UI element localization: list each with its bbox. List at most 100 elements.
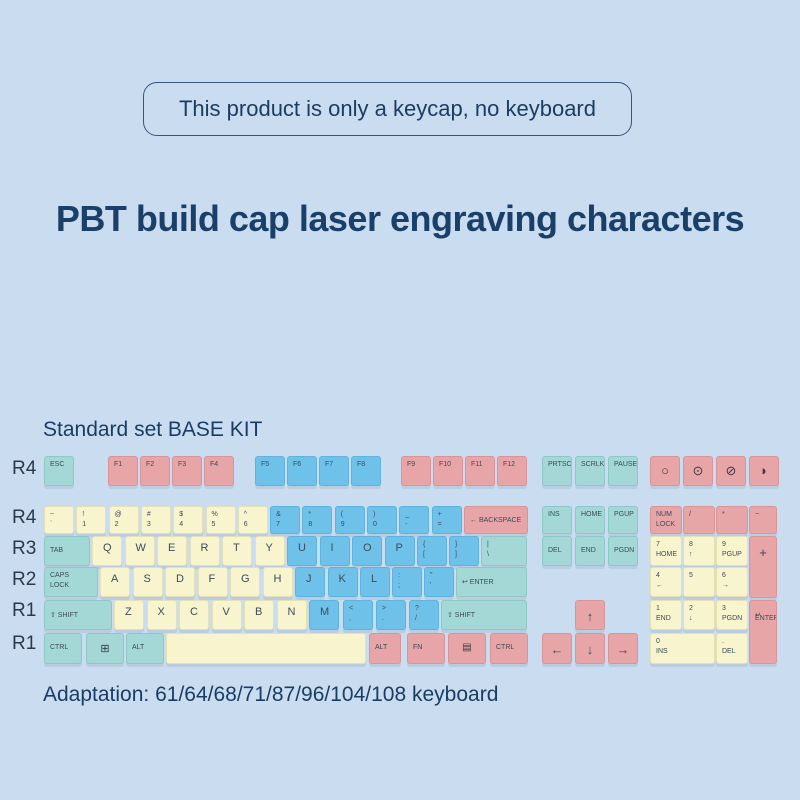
- key-num-sublegend: 6: [243, 521, 248, 528]
- set-label: Standard set BASE KIT: [43, 418, 263, 441]
- key-rctrl: CTRL: [490, 633, 528, 664]
- record-icon: ⊙: [692, 463, 704, 478]
- key-prtsc: PRTSC: [542, 456, 572, 486]
- key-letter-legend: Q: [103, 542, 112, 554]
- key-letter-legend: Y: [265, 542, 273, 554]
- key-np6-legend: 6: [722, 572, 726, 579]
- key-np3: 3 PGDN: [716, 600, 748, 630]
- key-np7-sublegend: HOME: [656, 551, 677, 558]
- key-num-sublegend: 0: [373, 521, 377, 528]
- key-letter-legend: G: [241, 573, 250, 585]
- key-np8-legend: 8: [689, 541, 693, 548]
- key-numlock: NUM LOCK: [650, 506, 682, 534]
- key-f11-legend: F11: [471, 461, 483, 468]
- key-letter: N: [276, 600, 307, 630]
- key-f12: F12: [497, 456, 527, 486]
- row-label: R3: [12, 538, 37, 559]
- key-letter: H: [262, 567, 293, 597]
- key-np8: 8 ↑: [683, 536, 715, 566]
- key-enter-legend: ↩ ENTER: [462, 579, 494, 586]
- key-semicolon-legend: :: [398, 572, 400, 579]
- key-np5: 5: [683, 567, 715, 597]
- key-np-enter-legend: ↵: [755, 612, 761, 619]
- key-np0-sublegend: INS: [656, 648, 668, 655]
- key-num-legend: ~: [50, 511, 55, 518]
- key-num: ! 1: [76, 506, 107, 534]
- key-np4-sublegend: ←: [656, 582, 663, 589]
- key-lshift: ⇧ SHIFT: [44, 600, 112, 630]
- key-letter: U: [287, 536, 317, 566]
- key-f8: F8: [351, 456, 381, 486]
- key-pause: PAUSE: [608, 456, 638, 486]
- menu-icon: ▤: [462, 642, 472, 653]
- key-scrlk-legend: SCRLK: [581, 461, 605, 468]
- key-letter-legend: W: [135, 542, 146, 554]
- key-ins: INS: [542, 506, 572, 534]
- key-f2: F2: [140, 456, 170, 486]
- key-np3-legend: 3: [722, 605, 726, 612]
- key-f6: F6: [287, 456, 317, 486]
- key-num: & 7: [270, 506, 301, 534]
- key-tab: TAB: [44, 536, 90, 566]
- key-num-legend: @: [114, 511, 122, 518]
- key-lctrl-legend: CTRL: [50, 644, 69, 651]
- key-num: % 5: [205, 506, 236, 534]
- key-num-legend: +: [437, 511, 442, 518]
- key-f7-legend: F7: [325, 461, 334, 468]
- key-caps-legend: CAPS: [50, 572, 70, 579]
- key-pgdn: PGDN: [608, 536, 638, 566]
- key-np6-sublegend: →: [722, 582, 729, 589]
- key-caps: CAPS LOCK: [44, 567, 98, 597]
- key-up-legend: ↑: [586, 609, 594, 624]
- key-period-legend: >: [382, 605, 387, 612]
- key-np-enter-sublegend: ENTER: [755, 615, 777, 622]
- key-np0: 0 INS: [650, 633, 715, 664]
- key-space: [166, 633, 366, 664]
- key-right-legend: →: [616, 642, 630, 657]
- key-f4-legend: F4: [210, 461, 219, 468]
- key-left-legend: ←: [550, 642, 564, 657]
- key-np9: 9 PGUP: [716, 536, 748, 566]
- key-rshift: ⇧ SHIFT: [441, 600, 527, 630]
- key-np6: 6 →: [716, 567, 748, 597]
- key-np-dot-legend: .: [722, 638, 724, 645]
- circle-icon: ○: [661, 463, 669, 478]
- key-lalt-legend: ALT: [132, 644, 145, 651]
- key-rshift-legend: ⇧ SHIFT: [447, 612, 476, 619]
- key-backspace: ← BACKSPACE: [464, 506, 528, 534]
- key-num-sublegend: 4: [179, 521, 184, 528]
- key-num: $4: [173, 506, 204, 534]
- key-comma-sublegend: ,: [349, 615, 351, 622]
- key-media: ⊘: [716, 456, 746, 486]
- headline: PBT build cap laser engraving characters: [55, 198, 745, 239]
- key-up: ↑: [575, 600, 605, 630]
- key-lshift-legend: ⇧ SHIFT: [50, 612, 79, 619]
- key-letter: R: [189, 536, 220, 566]
- key-f7: F7: [319, 456, 349, 486]
- key-letter-legend: Z: [125, 606, 132, 618]
- key-letter-legend: X: [157, 606, 165, 618]
- key-num-sublegend: -: [405, 521, 408, 528]
- key-media: ⊙: [683, 456, 713, 486]
- key-comma: <,: [343, 600, 373, 630]
- key-backslash-sublegend: \: [487, 551, 489, 558]
- key-letter: J: [295, 567, 325, 597]
- key-bracket-left: {[: [417, 536, 447, 566]
- key-f12-legend: F12: [503, 461, 516, 468]
- key-bracket-right-sublegend: ]: [455, 551, 457, 558]
- key-letter: T: [222, 536, 252, 566]
- key-fn-legend: FN: [413, 644, 423, 651]
- key-media: ◗: [749, 456, 779, 486]
- key-num-sublegend: 2: [114, 521, 119, 528]
- key-f10-legend: F10: [439, 461, 452, 468]
- key-np-star: *: [716, 506, 748, 534]
- key-letter-legend: N: [287, 606, 296, 618]
- key-num-legend: #: [146, 511, 151, 518]
- key-letter-legend: O: [363, 542, 372, 554]
- key-menu: ▤: [448, 633, 486, 664]
- key-backslash: | \: [481, 536, 527, 566]
- key-num-legend: *: [308, 511, 312, 518]
- key-semicolon-sublegend: ;: [398, 582, 400, 589]
- key-bracket-right: }]: [449, 536, 479, 566]
- key-np-minus: −: [749, 506, 777, 534]
